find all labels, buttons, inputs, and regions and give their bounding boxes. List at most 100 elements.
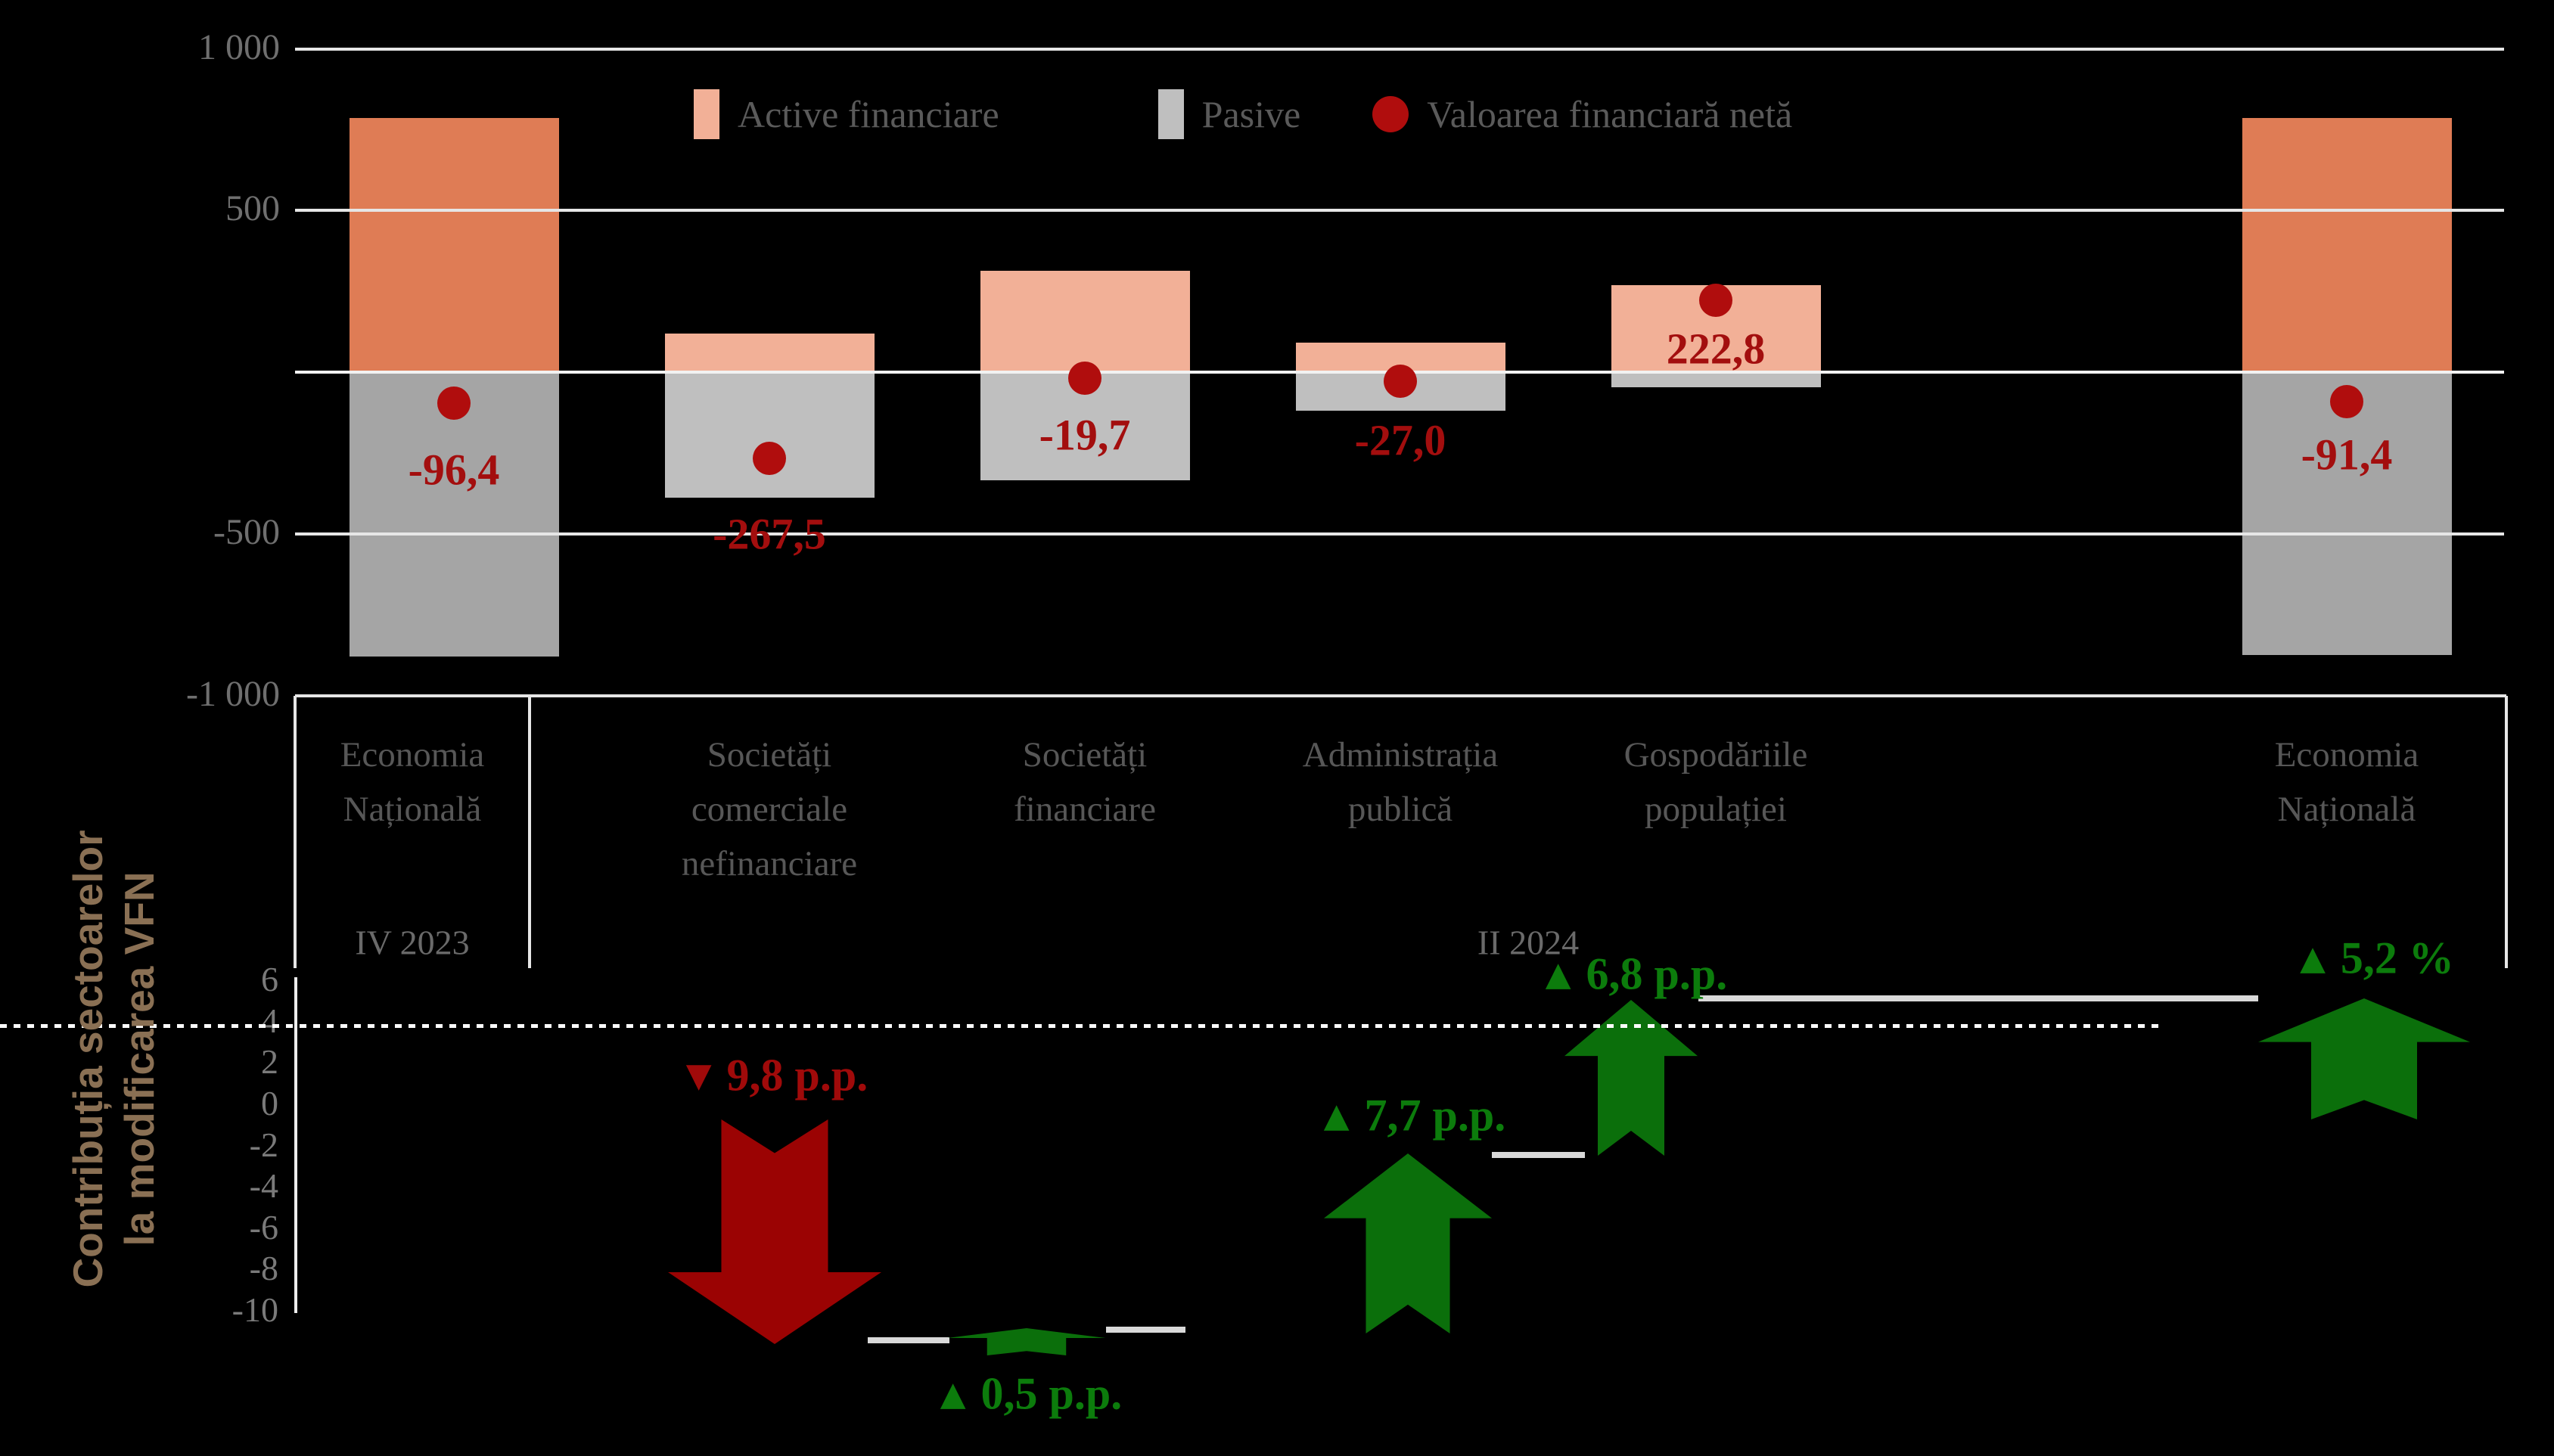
dashed-reference-line (0, 1024, 2164, 1028)
contribution-value-text: 9,8 p.p. (726, 1050, 868, 1101)
top-gridline (295, 532, 2504, 536)
legend-label: Active financiare (738, 93, 999, 135)
contribution-arrow-up-icon (947, 1328, 1106, 1355)
category-label-line: comerciale (691, 790, 848, 829)
bottom-y-tick-label: -2 (249, 1125, 278, 1164)
contribution-arrow-down-icon (668, 1119, 881, 1344)
category-label-line: Societăți (1022, 735, 1148, 775)
contribution-value-label: ▲ 0,5 p.p. (940, 1368, 1123, 1420)
bar-active-financiare (2242, 118, 2452, 372)
waterfall-connector-segment (1106, 1327, 1185, 1333)
legend: Active financiare Pasive Valoarea financ… (694, 89, 1792, 139)
period-label: IV 2023 (355, 923, 470, 962)
contribution-value-label: ▲ 6,8 p.p. (1546, 948, 1728, 1001)
triangle-up-icon: ▲ (1545, 955, 1571, 994)
contribution-arrow-up-icon (2258, 998, 2470, 1119)
contribution-arrow-up-icon (1564, 1000, 1698, 1156)
category-label-line: Societăți (707, 735, 832, 775)
top-gridline (295, 47, 2504, 51)
category-label: Economia Națională (2105, 728, 2554, 837)
category-label: Gospodăriile populației (1474, 728, 1958, 837)
contribution-value-text: 7,7 p.p. (1364, 1090, 1506, 1141)
net-value-dot (1068, 362, 1101, 396)
bottom-y-tick-label: -8 (249, 1249, 278, 1288)
net-value-dot (437, 387, 471, 421)
category-label-line: publică (1347, 790, 1453, 829)
top-gridline (295, 209, 2504, 213)
contribution-value-text: 5,2 % (2340, 933, 2454, 983)
net-value-label: -27,0 (1354, 415, 1446, 465)
y-axis-title-line1: Contribuția sectoarelor (64, 830, 111, 1288)
waterfall-connector-segment (1698, 995, 2258, 1001)
top-y-tick-label: -500 (213, 511, 280, 552)
net-value-dot (753, 442, 786, 476)
legend-item-pasive: Pasive (1157, 89, 1301, 139)
net-value-label: -96,4 (408, 445, 500, 495)
bottom-y-tick-label: -6 (249, 1207, 278, 1246)
legend-label: Valoarea financiară netă (1427, 93, 1793, 135)
triangle-up-icon: ▲ (940, 1374, 966, 1414)
net-value-label: 222,8 (1666, 324, 1766, 374)
net-value-label: -267,5 (713, 509, 826, 559)
bottom-y-axis-line (294, 977, 297, 1313)
category-label-line: Națională (343, 790, 482, 829)
contribution-arrow-up-icon (1324, 1153, 1492, 1333)
category-label: Societăți financiare (843, 728, 1327, 837)
category-band-divider (2505, 696, 2508, 968)
top-y-tick-label: 1 000 (198, 26, 280, 67)
bar-pasive (1611, 372, 1821, 388)
legend-label: Pasive (1201, 93, 1301, 135)
bar-pasive (2242, 372, 2452, 656)
category-band-divider (294, 696, 297, 968)
category-label-line: Administrația (1302, 735, 1499, 775)
bottom-y-tick-label: 4 (261, 1001, 278, 1040)
bar-active-financiare (980, 270, 1190, 372)
bottom-y-tick-label: 6 (261, 960, 278, 999)
category-label-line: financiare (1014, 790, 1156, 829)
triangle-down-icon: ▼ (685, 1056, 712, 1095)
legend-item-active-financiare: Active financiare (694, 89, 999, 139)
category-label-line: populației (1645, 790, 1787, 829)
category-label-line: Economia (2274, 735, 2419, 775)
category-label-line: Economia (340, 735, 485, 775)
category-label: Economia Națională (170, 728, 654, 837)
contribution-value-text: 6,8 p.p. (1586, 948, 1728, 999)
net-value-label: -91,4 (2301, 430, 2393, 480)
bottom-y-tick-label: 0 (261, 1084, 278, 1122)
bar-pasive (664, 372, 875, 498)
bottom-y-tick-label: 2 (261, 1042, 278, 1082)
category-band-divider (528, 696, 531, 968)
net-value-dot (2330, 385, 2363, 419)
contribution-value-text: 0,5 p.p. (980, 1368, 1123, 1419)
category-band-top-border (295, 694, 2506, 697)
waterfall-connector-segment (868, 1337, 949, 1343)
triangle-up-icon: ▲ (2300, 939, 2326, 978)
category-label-line: nefinanciare (681, 844, 858, 883)
category-label-line: Gospodăriile (1623, 735, 1808, 775)
net-value-dot (1699, 283, 1732, 317)
net-value-dot (1384, 364, 1417, 398)
contribution-value-label: ▲ 5,2 % (2300, 933, 2454, 985)
top-y-tick-label: 500 (225, 188, 280, 229)
bottom-y-tick-label: -4 (249, 1166, 278, 1206)
category-label: Societăți comerciale nefinanciare (527, 728, 1011, 891)
active-financiare-swatch-icon (694, 89, 719, 139)
period-label: II 2024 (1477, 923, 1580, 962)
bar-active-financiare (349, 118, 559, 372)
net-value-label: -19,7 (1039, 410, 1131, 460)
bottom-panel-y-axis-title: Contribuția sectoarelor la modificarea V… (62, 830, 165, 1287)
category-label: Administrația publică (1158, 728, 1642, 837)
bar-active-financiare (664, 333, 875, 372)
waterfall-connector-segment (1492, 1152, 1585, 1158)
top-y-tick-label: -1 000 (186, 673, 280, 714)
vfn-dot-icon (1372, 96, 1409, 132)
bottom-y-tick-label: -10 (231, 1290, 278, 1329)
pasive-swatch-icon (1157, 89, 1184, 139)
category-label-line: Națională (2277, 790, 2416, 829)
contribution-value-label: ▼ 9,8 p.p. (686, 1050, 868, 1102)
contribution-value-label: ▲ 7,7 p.p. (1324, 1090, 1506, 1142)
legend-item-vfn: Valoarea financiară netă (1372, 92, 1792, 136)
y-axis-title-line2: la modificarea VFN (116, 871, 163, 1246)
triangle-up-icon: ▲ (1323, 1096, 1350, 1135)
